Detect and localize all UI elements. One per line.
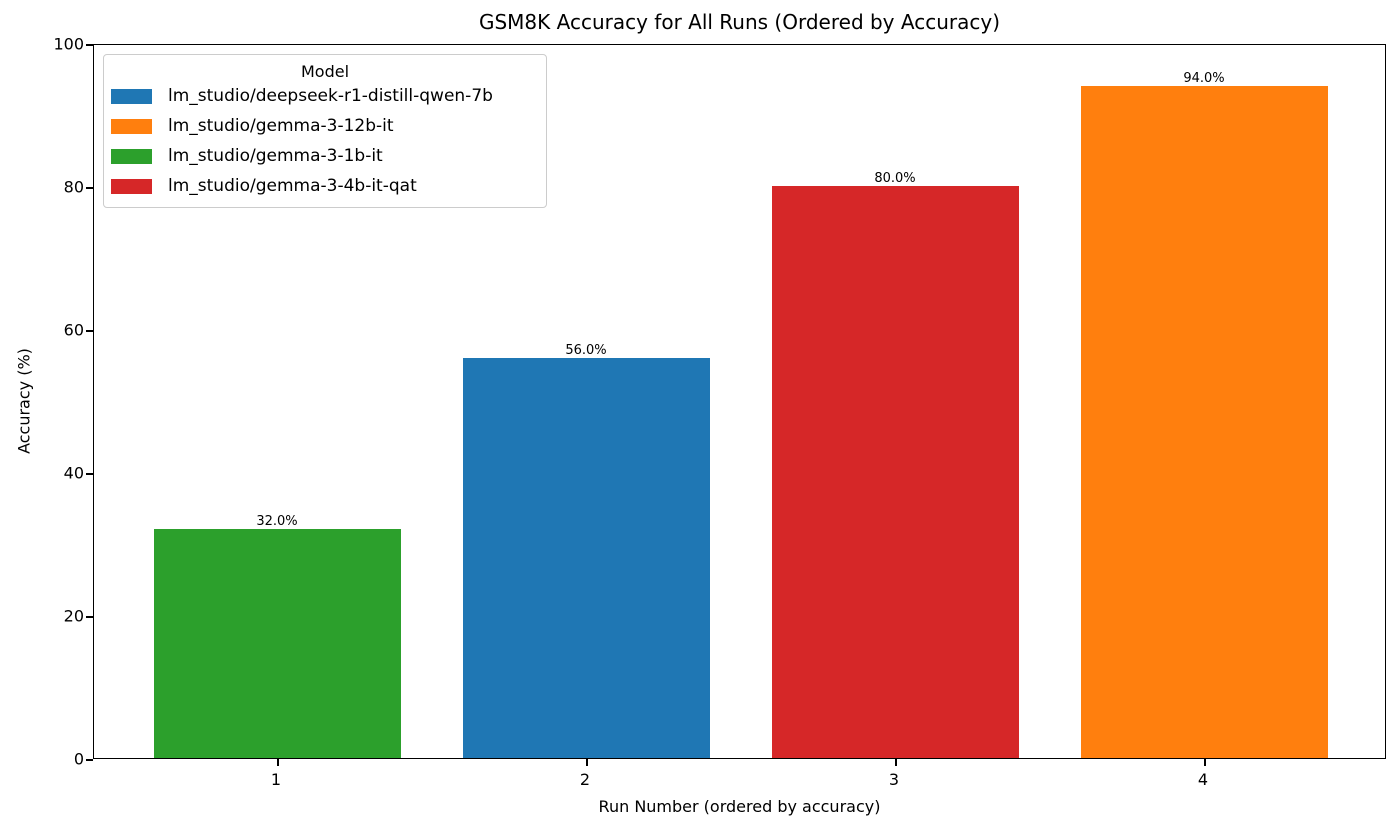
legend-label: lm_studio/gemma-3-4b-it-qat bbox=[168, 176, 417, 196]
y-tick-mark bbox=[86, 759, 93, 761]
bar-run-4 bbox=[1080, 85, 1328, 758]
y-tick-label: 80 bbox=[63, 177, 84, 197]
legend: Model lm_studio/deepseek-r1-distill-qwen… bbox=[103, 54, 547, 208]
bar-run-2 bbox=[462, 357, 710, 758]
bar-value-label: 94.0% bbox=[1183, 70, 1225, 86]
x-tick-mark bbox=[895, 759, 897, 766]
y-tick-label: 20 bbox=[63, 606, 84, 626]
y-tick-label: 40 bbox=[63, 463, 84, 483]
x-tick-label: 1 bbox=[270, 770, 282, 789]
y-tick-mark bbox=[86, 616, 93, 618]
y-axis-title: Accuracy (%) bbox=[14, 348, 34, 454]
legend-swatch bbox=[111, 88, 152, 104]
chart-title: GSM8K Accuracy for All Runs (Ordered by … bbox=[478, 10, 1000, 34]
y-tick-mark bbox=[86, 187, 93, 189]
plot-area: 32.0% 56.0% 80.0% 94.0% bbox=[86, 44, 1386, 766]
legend-swatch bbox=[111, 148, 152, 164]
x-tick-mark bbox=[277, 759, 279, 766]
y-tick-label: 60 bbox=[63, 320, 84, 340]
legend-items: lm_studio/deepseek-r1-distill-qwen-7b lm_… bbox=[104, 81, 546, 201]
bar-run-1 bbox=[153, 529, 401, 758]
bar-value-label: 32.0% bbox=[256, 514, 298, 530]
x-tick-label: 2 bbox=[579, 770, 591, 789]
bar-value-label: 56.0% bbox=[565, 342, 607, 358]
legend-label: lm_studio/gemma-3-1b-it bbox=[168, 146, 383, 166]
x-tick-label: 4 bbox=[1197, 770, 1209, 789]
legend-swatch bbox=[111, 118, 152, 134]
legend-entry: lm_studio/gemma-3-4b-it-qat bbox=[104, 171, 546, 201]
legend-entry: lm_studio/deepseek-r1-distill-qwen-7b bbox=[104, 81, 546, 111]
legend-entry: lm_studio/gemma-3-1b-it bbox=[104, 141, 546, 171]
y-tick-mark bbox=[86, 330, 93, 332]
bar-run-3 bbox=[771, 186, 1019, 758]
x-tick-mark bbox=[1204, 759, 1206, 766]
y-tick-label: 0 bbox=[73, 749, 84, 769]
bar-value-label: 80.0% bbox=[874, 171, 916, 186]
legend-swatch bbox=[111, 178, 152, 194]
legend-title: Model bbox=[300, 62, 350, 81]
legend-entry: lm_studio/gemma-3-12b-it bbox=[104, 111, 546, 141]
y-tick-mark bbox=[86, 473, 93, 475]
x-axis-title: Run Number (ordered by accuracy) bbox=[598, 797, 881, 816]
x-tick-label: 3 bbox=[888, 770, 900, 789]
legend-label: lm_studio/deepseek-r1-distill-qwen-7b bbox=[168, 86, 493, 106]
y-tick-mark bbox=[86, 44, 93, 46]
x-tick-mark bbox=[586, 759, 588, 766]
y-tick-label: 100 bbox=[53, 34, 84, 54]
legend-label: lm_studio/gemma-3-12b-it bbox=[168, 116, 394, 136]
